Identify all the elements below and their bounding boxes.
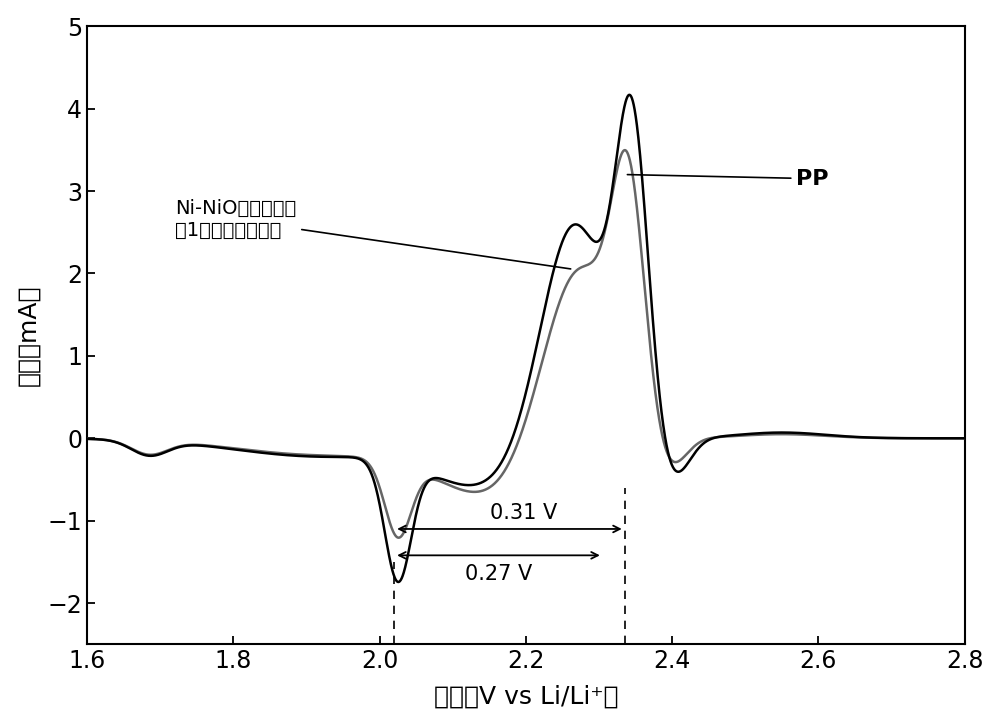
Text: PP: PP bbox=[627, 169, 829, 188]
Text: 0.27 V: 0.27 V bbox=[465, 563, 532, 584]
X-axis label: 电压（V vs Li/Li⁺）: 电压（V vs Li/Li⁺） bbox=[434, 684, 618, 708]
Y-axis label: 电流（mA）: 电流（mA） bbox=[17, 284, 41, 386]
Text: 0.31 V: 0.31 V bbox=[490, 503, 558, 523]
Text: Ni-NiO异质结纳米
頇1粒掺杂碘纳米维: Ni-NiO异质结纳米 頇1粒掺杂碘纳米维 bbox=[175, 199, 571, 269]
